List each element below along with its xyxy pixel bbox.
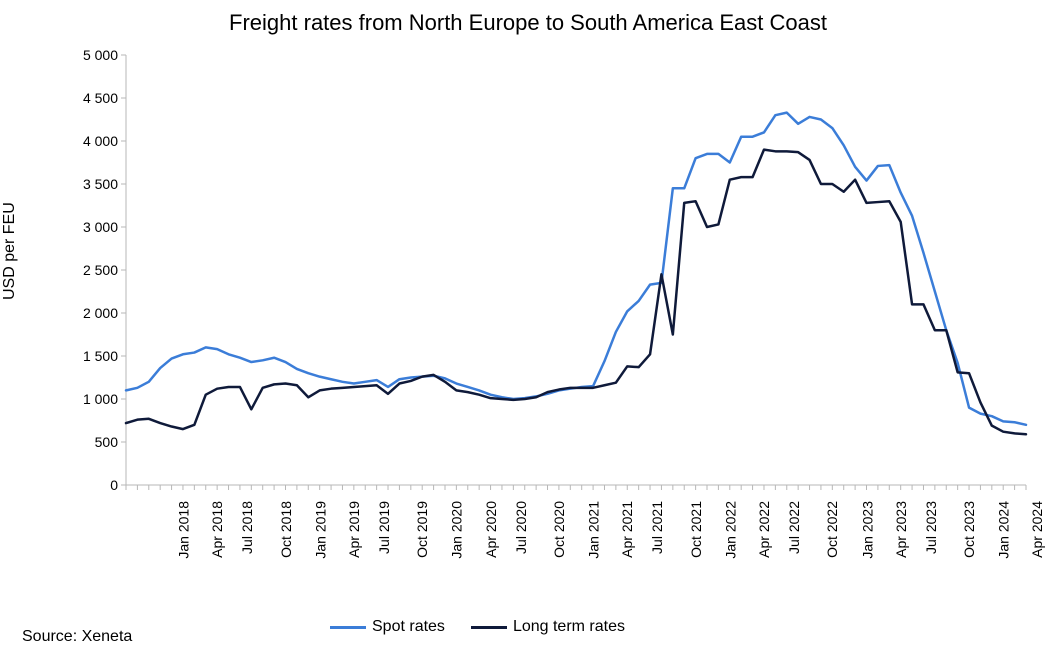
x-tick-label: Apr 2023 <box>893 501 909 558</box>
y-tick-label: 3 000 <box>83 219 118 235</box>
y-tick-label: 1 000 <box>83 391 118 407</box>
legend-label: Long term rates <box>513 618 625 636</box>
y-tick-label: 500 <box>95 434 118 450</box>
x-tick-label: Oct 2018 <box>277 501 293 558</box>
y-tick-label: 0 <box>110 477 118 493</box>
x-tick-label: Apr 2021 <box>619 501 635 558</box>
x-tick-label: Jul 2020 <box>513 501 529 554</box>
series-line <box>126 150 1026 435</box>
chart-title: Freight rates from North Europe to South… <box>0 10 1056 36</box>
legend-label: Spot rates <box>372 618 445 636</box>
x-tick-label: Jan 2022 <box>722 501 738 559</box>
y-tick-label: 4 500 <box>83 90 118 106</box>
series-line <box>126 113 1026 425</box>
x-tick-label: Jan 2018 <box>176 501 192 559</box>
x-tick-label: Oct 2022 <box>824 501 840 558</box>
x-tick-label: Jan 2020 <box>449 501 465 559</box>
y-tick-label: 5 000 <box>83 47 118 63</box>
legend-swatch <box>471 626 507 629</box>
x-tick-label: Jan 2023 <box>859 501 875 559</box>
x-tick-label: Apr 2020 <box>482 501 498 558</box>
x-tick-label: Apr 2024 <box>1029 501 1045 558</box>
y-tick-label: 2 000 <box>83 305 118 321</box>
x-tick-label: Jul 2022 <box>786 501 802 554</box>
legend: Spot rates Long term rates <box>330 618 625 636</box>
x-tick-label: Apr 2018 <box>209 501 225 558</box>
x-tick-label: Oct 2020 <box>551 501 567 558</box>
y-tick-label: 4 000 <box>83 133 118 149</box>
x-tick-label: Jul 2023 <box>923 501 939 554</box>
plot-area <box>126 55 1026 485</box>
chart-container: Freight rates from North Europe to South… <box>0 0 1056 663</box>
x-tick-label: Oct 2019 <box>414 501 430 558</box>
x-tick-label: Jul 2019 <box>376 501 392 554</box>
x-tick-label: Oct 2021 <box>687 501 703 558</box>
x-tick-label: Jul 2018 <box>239 501 255 554</box>
source-text: Source: Xeneta <box>22 628 132 646</box>
x-tick-label: Jan 2019 <box>312 501 328 559</box>
x-tick-label: Jul 2021 <box>649 501 665 554</box>
x-tick-label: Jan 2024 <box>996 501 1012 559</box>
legend-swatch <box>330 626 366 629</box>
x-tick-label: Apr 2019 <box>346 501 362 558</box>
y-tick-label: 2 500 <box>83 262 118 278</box>
y-tick-labels: 05001 0001 5002 0002 5003 0003 5004 0004… <box>0 55 118 485</box>
x-tick-labels: Jan 2018 Apr 2018 Jul 2018 Oct 2018 Jan 2019… <box>126 485 1026 605</box>
y-tick-label: 1 500 <box>83 348 118 364</box>
x-tick-label: Jan 2021 <box>586 501 602 559</box>
x-tick-label: Oct 2023 <box>961 501 977 558</box>
legend-item: Spot rates <box>330 618 445 636</box>
x-tick-label: Apr 2022 <box>756 501 772 558</box>
y-tick-label: 3 500 <box>83 176 118 192</box>
legend-item: Long term rates <box>471 618 625 636</box>
